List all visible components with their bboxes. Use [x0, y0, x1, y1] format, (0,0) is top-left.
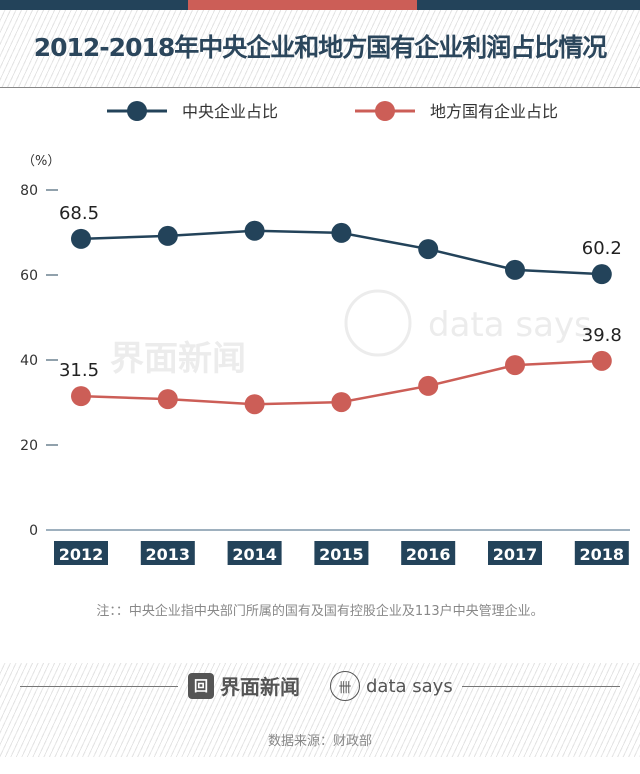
jiemian-logo: 回界面新闻: [188, 671, 300, 700]
y-axis-unit: （%）: [22, 154, 60, 169]
data-point: [505, 259, 525, 280]
legend-marker: [375, 101, 395, 121]
data-point: [331, 392, 352, 413]
legend-label: 地方国有企业占比: [430, 102, 558, 121]
x-tick-label: 2018: [580, 545, 625, 564]
watermark-datasays: data says: [428, 305, 592, 345]
x-tick-bg: [314, 541, 369, 565]
x-tick-label: 2017: [493, 545, 538, 564]
data-point: [244, 220, 265, 241]
data-label: 68.5: [59, 203, 99, 224]
datasays-icon: 卌: [330, 671, 360, 701]
y-tick-label: 0: [29, 523, 38, 539]
data-point: [505, 355, 525, 376]
data-point: [418, 239, 439, 260]
data-label: 60.2: [582, 238, 622, 259]
footer-band: [0, 663, 640, 757]
x-tick-label: 2013: [146, 545, 191, 564]
x-tick-label: 2014: [232, 545, 277, 564]
y-tick-label: 20: [20, 438, 38, 454]
x-tick-bg: [401, 541, 456, 565]
brand-text: 界面新闻: [220, 675, 300, 699]
data-point: [418, 375, 439, 396]
data-point: [71, 386, 91, 407]
y-tick-label: 40: [20, 353, 38, 369]
x-tick-bg: [227, 541, 282, 565]
legend-marker: [127, 101, 147, 121]
title-band: [0, 10, 640, 88]
x-tick-label: 2016: [406, 545, 451, 564]
data-point: [591, 350, 612, 371]
top-color-bar: [0, 0, 640, 10]
legend-label: 中央企业占比: [182, 102, 278, 121]
datasays-logo: 卌 data says: [330, 671, 453, 701]
jiemian-icon: 回: [188, 672, 214, 699]
divider: [462, 686, 620, 687]
data-point: [591, 264, 612, 285]
watermark-icon: [344, 289, 412, 357]
x-tick-bg: [574, 541, 629, 565]
data-point: [157, 225, 178, 246]
line-chart: 界面新闻 data says 中央企业占比 地方国有企业占比 （%） 0 20 40 60 80 2…: [20, 101, 630, 565]
x-tick-bg: [488, 541, 542, 565]
x-tick-bg: [54, 541, 108, 565]
y-tick-label: 80: [20, 183, 38, 199]
data-label: 39.8: [582, 325, 622, 346]
x-tick-label: 2015: [319, 545, 364, 564]
data-point: [71, 228, 91, 249]
x-tick-bg: [140, 541, 195, 565]
footnote: 注：：中央企业指中央部门所属的国有及国有控股企业及113户中央管理企业。: [96, 604, 544, 619]
datasays-text: data says: [366, 675, 453, 697]
x-tick-label: 2012: [59, 545, 104, 564]
divider: [20, 686, 178, 687]
data-point: [244, 394, 265, 415]
page-title: 2012-2018年中央企业和地方国有企业利润占比情况: [33, 33, 608, 62]
watermark-brand: 界面新闻: [110, 339, 246, 379]
data-label: 31.5: [59, 360, 99, 381]
data-source: 数据来源：财政部: [267, 734, 372, 749]
y-tick-label: 60: [20, 268, 38, 284]
data-point: [157, 389, 178, 410]
data-point: [331, 222, 352, 243]
